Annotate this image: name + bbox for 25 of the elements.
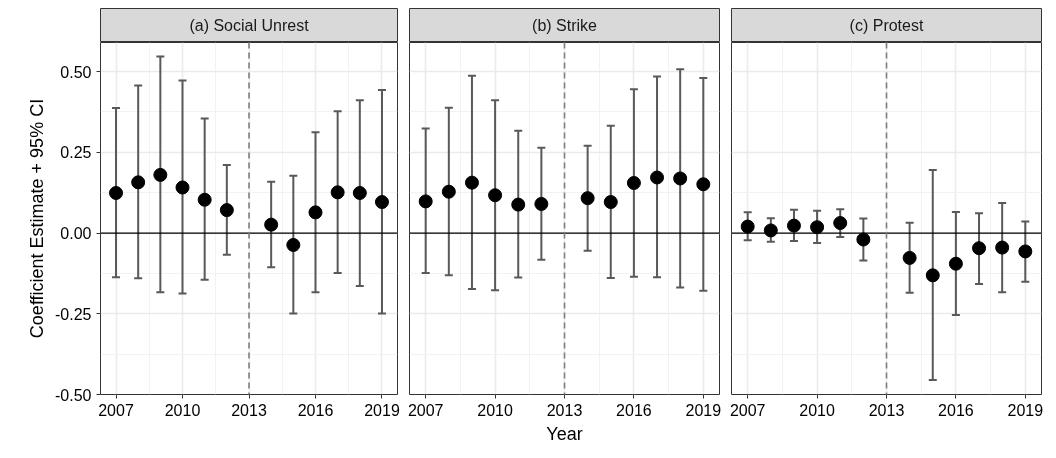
chart-title: (a) Social Unrest [189, 17, 310, 34]
x-tick-label: 2016 [297, 401, 334, 419]
x-tick-label: 2013 [231, 401, 267, 419]
chart-title: (c) Protest [849, 17, 924, 34]
x-axis-title: Year [546, 423, 583, 444]
x-tick-label: 2010 [477, 401, 513, 419]
y-tick-label: -0.25 [55, 305, 92, 323]
x-tick-label: 2019 [685, 401, 722, 419]
y-tick-label: 0.50 [60, 63, 92, 81]
chart-title: (b) Strike [532, 17, 598, 34]
x-tick-label: 2019 [1007, 401, 1044, 419]
x-tick-label: 2013 [546, 401, 583, 419]
x-tick-label: 2016 [616, 401, 652, 419]
x-tick-label: 2007 [98, 401, 134, 419]
y-tick-label: 0.00 [60, 225, 92, 243]
y-tick-label: -0.50 [55, 386, 92, 404]
x-tick-label: 2013 [868, 401, 905, 419]
x-tick-label: 2010 [799, 401, 835, 419]
x-tick-label: 2007 [407, 401, 444, 419]
y-tick-label: 0.25 [60, 144, 92, 162]
x-tick-label: 2007 [729, 401, 766, 419]
x-tick-label: 2019 [364, 401, 400, 419]
x-tick-label: 2010 [164, 401, 201, 419]
y-axis-title: Coefficient Estimate + 95% CI [27, 98, 48, 339]
x-tick-label: 2016 [938, 401, 974, 419]
